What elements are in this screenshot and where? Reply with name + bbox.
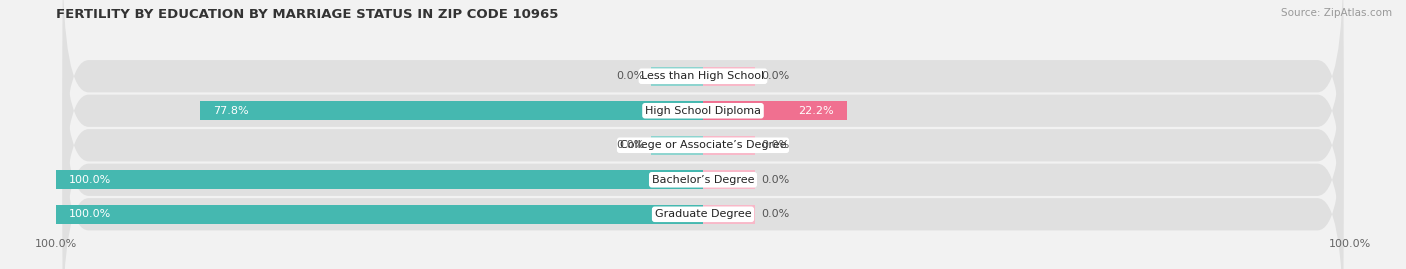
- FancyBboxPatch shape: [63, 23, 1343, 267]
- Bar: [56, 170, 703, 189]
- Text: Source: ZipAtlas.com: Source: ZipAtlas.com: [1281, 8, 1392, 18]
- Bar: [651, 67, 703, 86]
- Text: FERTILITY BY EDUCATION BY MARRIAGE STATUS IN ZIP CODE 10965: FERTILITY BY EDUCATION BY MARRIAGE STATU…: [56, 8, 558, 21]
- Bar: [703, 205, 755, 224]
- Text: 100.0%: 100.0%: [69, 175, 111, 185]
- Bar: [703, 101, 846, 120]
- Text: 0.0%: 0.0%: [617, 140, 645, 150]
- FancyBboxPatch shape: [63, 58, 1343, 269]
- Text: 0.0%: 0.0%: [761, 209, 789, 219]
- Bar: [703, 67, 755, 86]
- Text: 77.8%: 77.8%: [212, 106, 249, 116]
- Text: Graduate Degree: Graduate Degree: [655, 209, 751, 219]
- Bar: [651, 136, 703, 155]
- Bar: [200, 101, 703, 120]
- Bar: [703, 170, 755, 189]
- Bar: [703, 136, 755, 155]
- Text: 100.0%: 100.0%: [69, 209, 111, 219]
- FancyBboxPatch shape: [63, 0, 1343, 198]
- Text: 0.0%: 0.0%: [617, 71, 645, 81]
- Text: College or Associate’s Degree: College or Associate’s Degree: [620, 140, 786, 150]
- Bar: [56, 205, 703, 224]
- Text: 0.0%: 0.0%: [761, 140, 789, 150]
- Text: 0.0%: 0.0%: [761, 175, 789, 185]
- Legend: Married, Unmarried: Married, Unmarried: [621, 267, 785, 269]
- FancyBboxPatch shape: [63, 0, 1343, 233]
- Text: Less than High School: Less than High School: [641, 71, 765, 81]
- Text: 0.0%: 0.0%: [761, 71, 789, 81]
- Text: Bachelor’s Degree: Bachelor’s Degree: [652, 175, 754, 185]
- Text: High School Diploma: High School Diploma: [645, 106, 761, 116]
- Text: 22.2%: 22.2%: [799, 106, 834, 116]
- FancyBboxPatch shape: [63, 92, 1343, 269]
